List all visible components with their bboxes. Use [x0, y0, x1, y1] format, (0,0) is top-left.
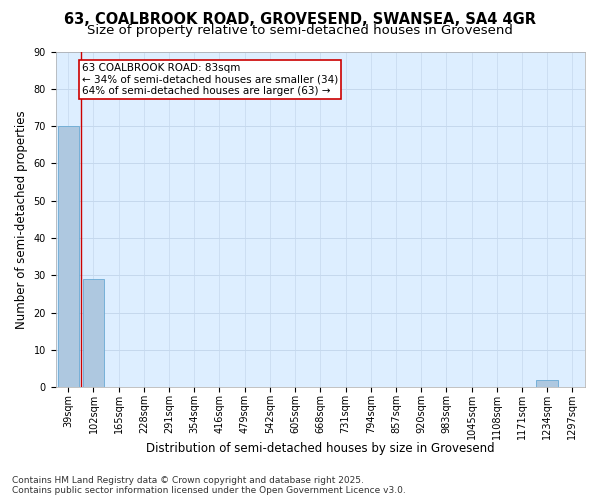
Y-axis label: Number of semi-detached properties: Number of semi-detached properties — [15, 110, 28, 329]
Bar — [83, 279, 104, 388]
Text: 63, COALBROOK ROAD, GROVESEND, SWANSEA, SA4 4GR: 63, COALBROOK ROAD, GROVESEND, SWANSEA, … — [64, 12, 536, 28]
Text: Size of property relative to semi-detached houses in Grovesend: Size of property relative to semi-detach… — [87, 24, 513, 37]
Bar — [536, 380, 558, 388]
Text: 63 COALBROOK ROAD: 83sqm
← 34% of semi-detached houses are smaller (34)
64% of s: 63 COALBROOK ROAD: 83sqm ← 34% of semi-d… — [82, 62, 338, 96]
Bar — [58, 126, 79, 388]
X-axis label: Distribution of semi-detached houses by size in Grovesend: Distribution of semi-detached houses by … — [146, 442, 494, 455]
Text: Contains HM Land Registry data © Crown copyright and database right 2025.
Contai: Contains HM Land Registry data © Crown c… — [12, 476, 406, 495]
